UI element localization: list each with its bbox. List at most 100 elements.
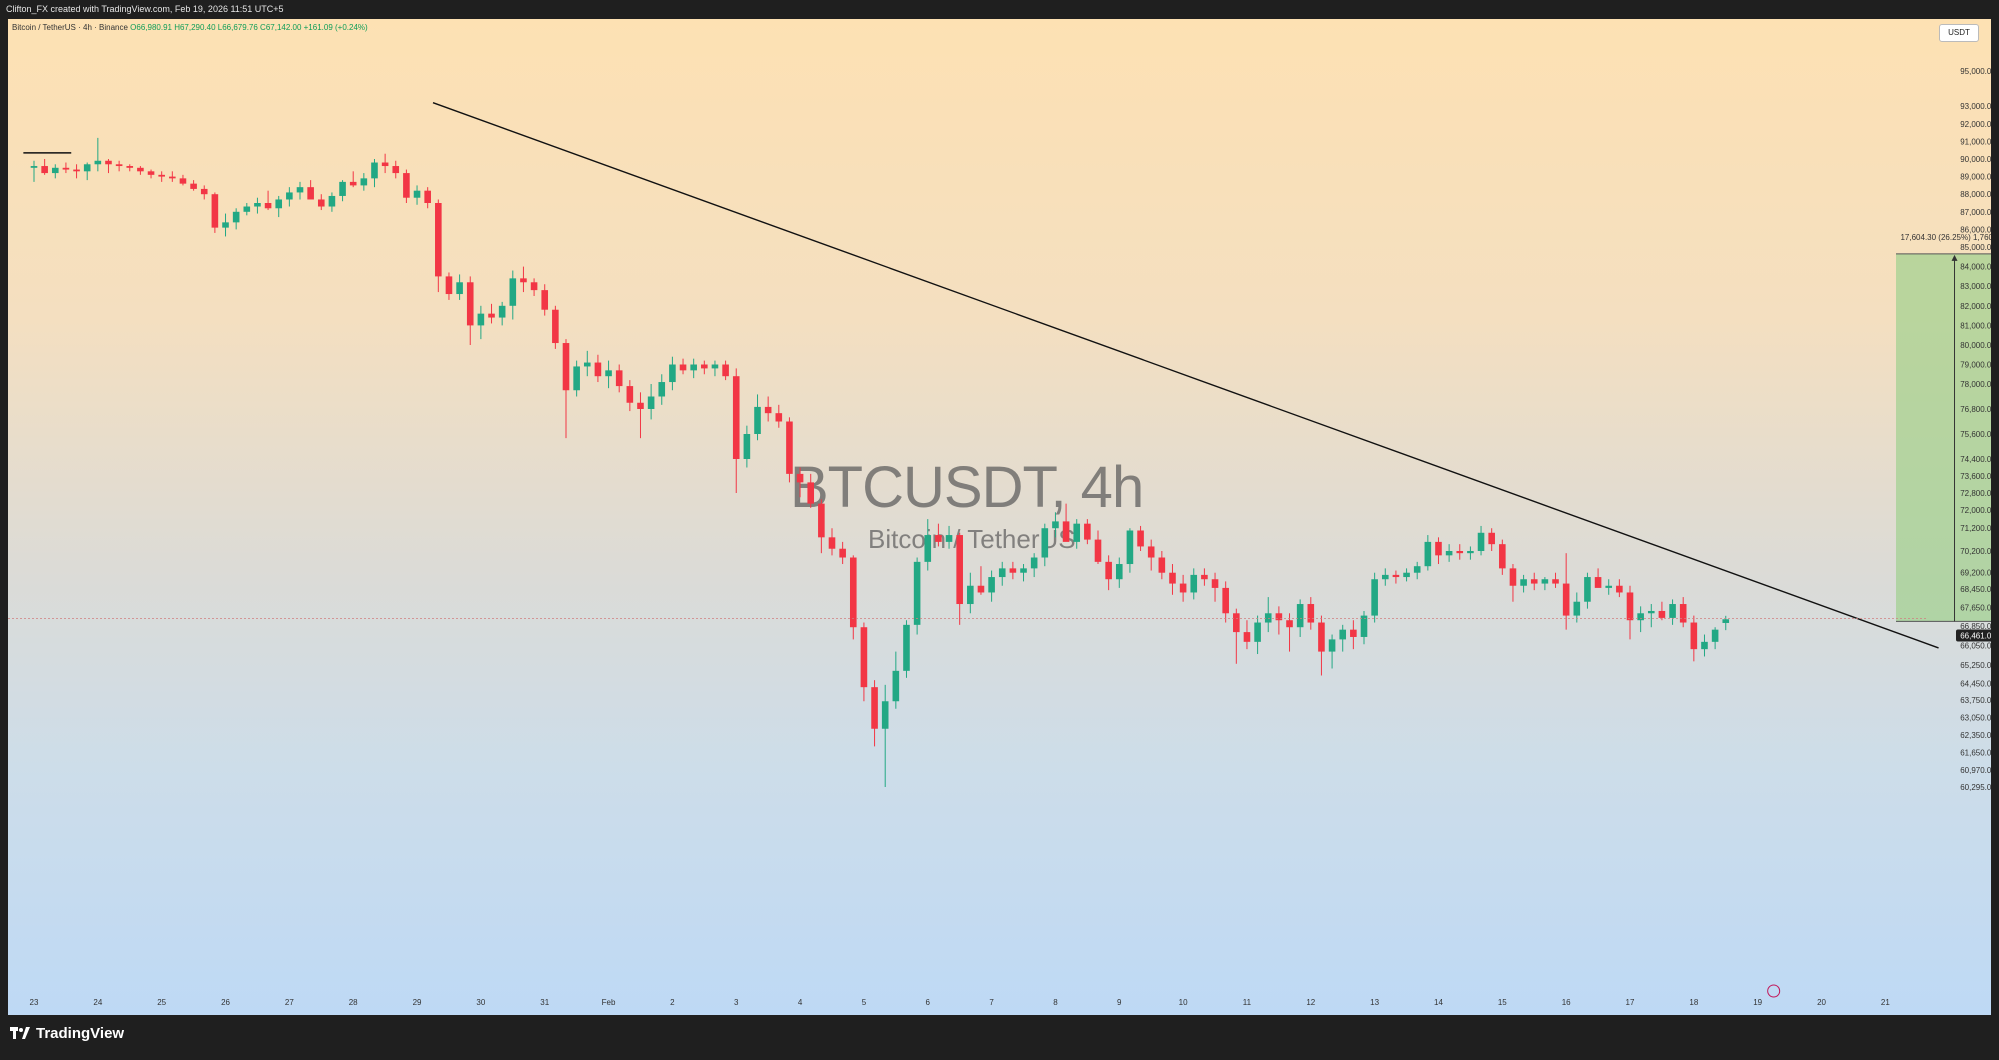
candle xyxy=(1424,535,1432,571)
candle-body xyxy=(956,535,963,605)
price-tick-label: 95,000.00 xyxy=(1960,67,1991,76)
candle xyxy=(62,162,70,174)
candle xyxy=(1488,528,1495,551)
candle xyxy=(1126,528,1134,573)
price-chart-svg[interactable]: 17,604.30 (26.25%) 1,760,430 95,000.0093… xyxy=(8,19,1991,1015)
ohlc-values: O66,980.91 H67,290.40 L66,679.76 C67,142… xyxy=(130,23,368,32)
candle xyxy=(1147,539,1155,571)
currency-button[interactable]: USDT xyxy=(1939,24,1979,42)
candle-body xyxy=(796,473,804,483)
candle xyxy=(147,169,155,179)
price-tick-label: 70,200.00 xyxy=(1960,547,1991,556)
candle-body xyxy=(371,162,378,179)
price-tick-label: 63,050.00 xyxy=(1960,714,1991,723)
time-tick-label: 7 xyxy=(989,998,994,1007)
candle-body xyxy=(594,362,602,377)
price-tick-label: 83,000.00 xyxy=(1960,282,1991,291)
candle-body xyxy=(1052,521,1059,529)
candle xyxy=(1456,544,1464,560)
price-tick-label: 66,850.00 xyxy=(1960,622,1991,631)
candle xyxy=(1052,512,1059,538)
candle-body xyxy=(1701,641,1708,650)
candle-body xyxy=(1179,583,1187,593)
candle-body xyxy=(1605,585,1613,588)
candle-body xyxy=(62,167,70,170)
time-tick-label: 16 xyxy=(1562,998,1571,1007)
candle xyxy=(1158,551,1166,580)
candle-body xyxy=(1722,619,1730,623)
candle-body xyxy=(1573,601,1581,616)
price-tick-label: 89,000.00 xyxy=(1960,173,1991,182)
candle xyxy=(264,190,272,211)
candle-body xyxy=(1084,523,1091,540)
candle-body xyxy=(1381,574,1389,580)
candle-body xyxy=(690,364,697,371)
candle xyxy=(1445,544,1453,562)
candle-body xyxy=(317,199,325,207)
price-tick-label: 60,970.00 xyxy=(1960,766,1991,775)
time-tick-label: 28 xyxy=(349,998,358,1007)
candle xyxy=(1435,537,1442,565)
price-tick-label: 73,600.00 xyxy=(1960,472,1991,481)
candle xyxy=(573,360,580,397)
candle-body xyxy=(1445,551,1453,556)
symbol-legend[interactable]: Bitcoin / TetherUS · 4h · Binance O66,98… xyxy=(12,23,368,32)
candle xyxy=(860,622,868,702)
symbol-name[interactable]: Bitcoin / TetherUS · 4h · Binance xyxy=(12,23,128,32)
candle xyxy=(1328,634,1336,669)
tradingview-logo-icon xyxy=(10,1026,30,1039)
candle-body xyxy=(254,203,261,207)
candle-body xyxy=(711,364,719,369)
candle-body xyxy=(1275,613,1283,621)
candle xyxy=(541,284,549,316)
candle xyxy=(796,467,804,498)
candle-body xyxy=(658,382,666,397)
candle xyxy=(1222,581,1229,623)
candle-body xyxy=(849,557,857,628)
candle xyxy=(1477,525,1485,556)
candle xyxy=(1190,568,1198,600)
candle xyxy=(158,171,165,182)
candle-body xyxy=(1456,551,1464,554)
candle-body xyxy=(1435,541,1442,556)
candle-body xyxy=(1222,587,1229,614)
price-tick-label: 62,350.00 xyxy=(1960,731,1991,740)
candle xyxy=(1616,579,1623,598)
candle-body xyxy=(1626,592,1634,621)
candle xyxy=(818,499,825,554)
candle-body xyxy=(945,535,953,542)
candle-body xyxy=(1254,622,1261,642)
price-tick-label: 86,000.00 xyxy=(1960,225,1991,234)
time-tick-label: Feb xyxy=(602,998,616,1007)
candle-body xyxy=(200,188,208,195)
candle xyxy=(328,192,336,212)
candle-body xyxy=(1467,551,1474,554)
candle xyxy=(977,566,985,595)
price-tick-label: 82,000.00 xyxy=(1960,302,1991,311)
candle-body xyxy=(1520,579,1527,586)
candle xyxy=(988,570,995,602)
time-tick-label: 23 xyxy=(30,998,39,1007)
price-tick-label: 63,750.00 xyxy=(1960,696,1991,705)
candle xyxy=(637,392,644,439)
candle xyxy=(967,572,974,614)
candle-body xyxy=(498,305,506,318)
watermark-symbol: BTCUSDT, 4h xyxy=(790,455,1144,520)
candle xyxy=(1711,627,1719,650)
candle-body xyxy=(51,167,59,174)
candle-body xyxy=(1307,604,1315,623)
tradingview-logo[interactable]: TradingView xyxy=(10,1025,124,1042)
candle-body xyxy=(775,413,783,422)
candle-body xyxy=(998,568,1006,578)
candle xyxy=(647,384,655,420)
candle-body xyxy=(1360,615,1368,637)
candle xyxy=(1722,615,1730,631)
candle-body xyxy=(1552,579,1559,584)
candle xyxy=(839,541,846,565)
time-tick-label: 21 xyxy=(1881,998,1890,1007)
time-tick-label: 11 xyxy=(1243,998,1252,1007)
candle-body xyxy=(1211,579,1219,588)
chart-canvas[interactable]: Bitcoin / TetherUS · 4h · Binance O66,98… xyxy=(8,19,1991,1015)
candle-body xyxy=(679,364,687,371)
candle xyxy=(1211,572,1219,602)
